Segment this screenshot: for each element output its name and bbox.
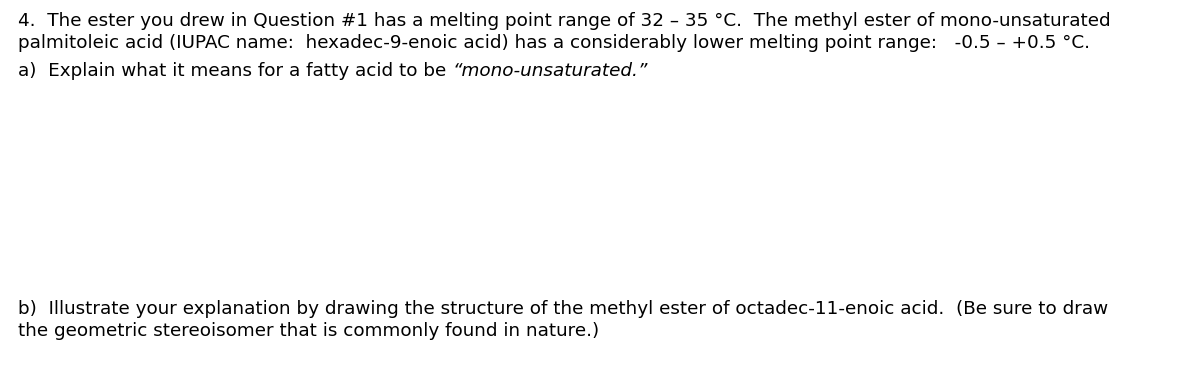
Text: a)  Explain what it means for a fatty acid to be: a) Explain what it means for a fatty aci…: [18, 62, 452, 80]
Text: b)  Illustrate your explanation by drawing the structure of the methyl ester of : b) Illustrate your explanation by drawin…: [18, 300, 1108, 318]
Text: the geometric stereoisomer that is commonly found in nature.): the geometric stereoisomer that is commo…: [18, 322, 599, 340]
Text: 4.  The ester you drew in Question #1 has a melting point range of 32 – 35 °C.  : 4. The ester you drew in Question #1 has…: [18, 12, 1111, 30]
Text: palmitoleic acid (IUPAC name:  hexadec-9-enoic acid) has a considerably lower me: palmitoleic acid (IUPAC name: hexadec-9-…: [18, 34, 1090, 52]
Text: “mono-unsaturated.”: “mono-unsaturated.”: [452, 62, 648, 80]
